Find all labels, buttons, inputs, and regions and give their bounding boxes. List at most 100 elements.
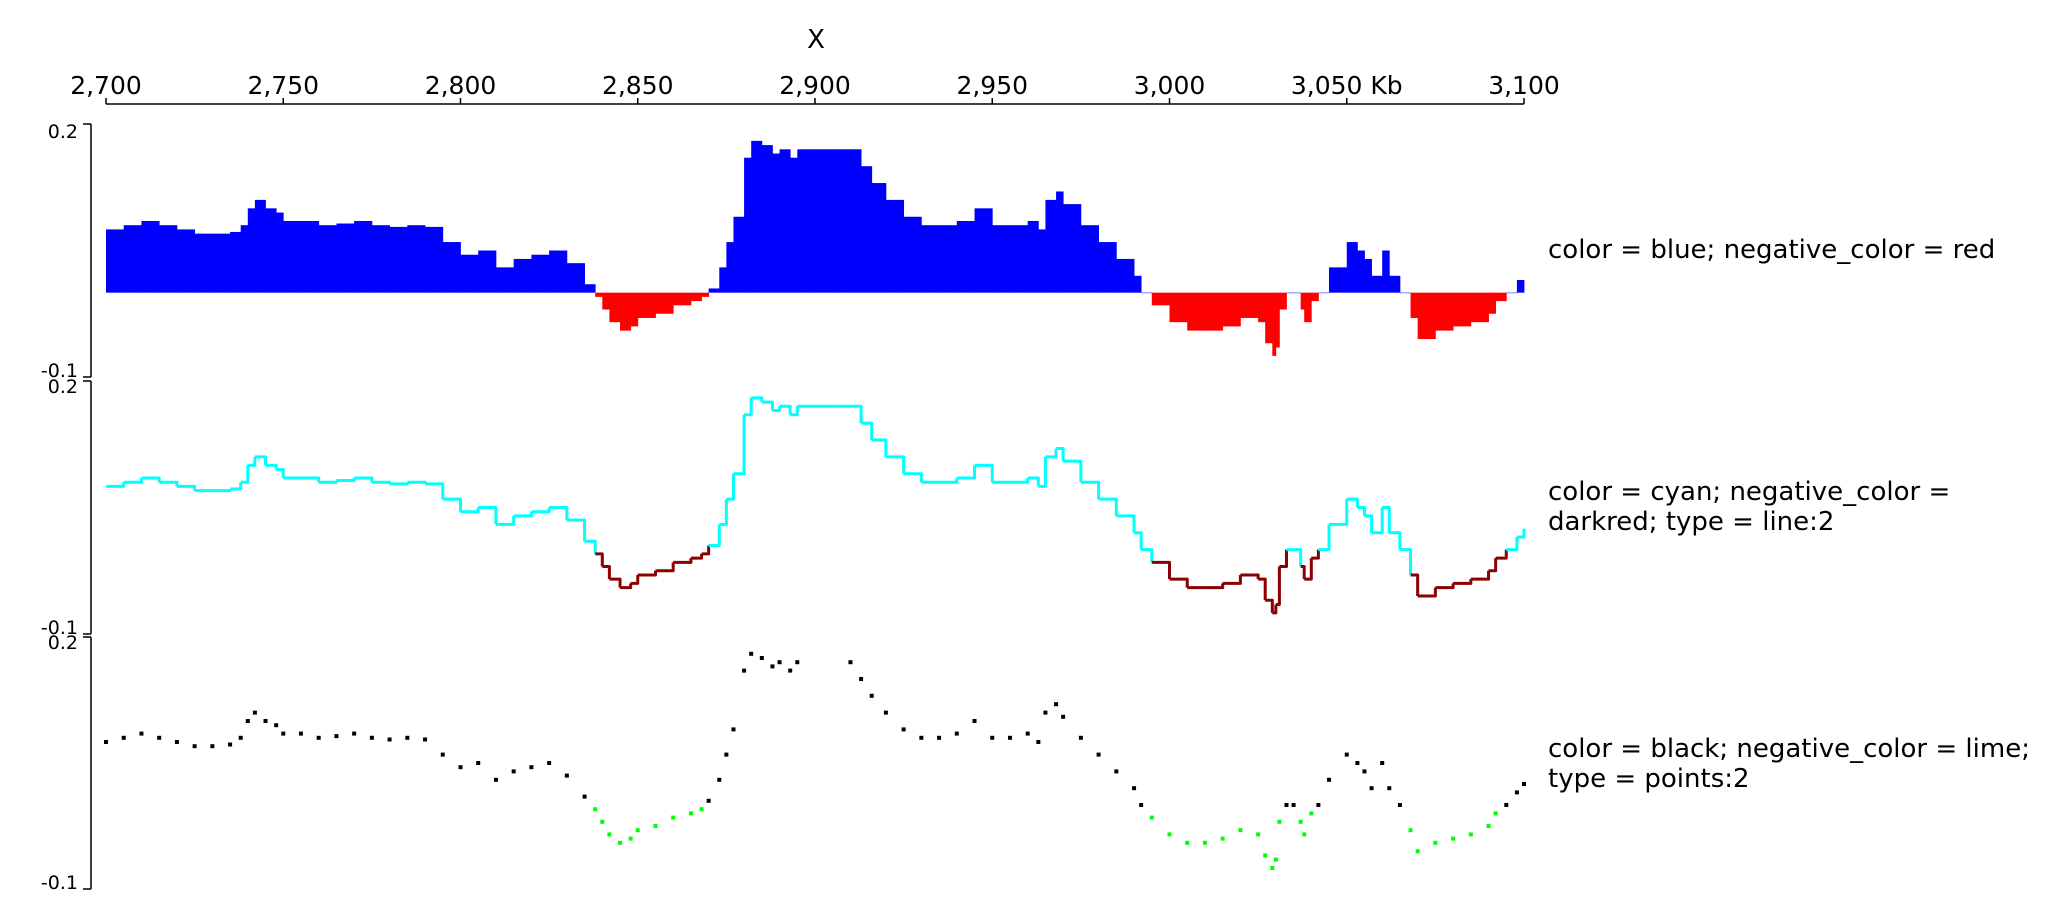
area-bar <box>425 226 444 293</box>
data-point <box>731 727 736 732</box>
track-2-label: color = cyan; negative_color = darkred; … <box>1548 477 1959 537</box>
line-segment <box>318 480 338 484</box>
data-point <box>352 731 357 736</box>
data-point <box>405 735 410 740</box>
line-segment <box>371 480 392 484</box>
data-point <box>210 744 215 749</box>
data-point <box>954 731 959 736</box>
line-segment <box>903 472 923 483</box>
track-2-label-line-1: color = cyan; negative_color = <box>1548 477 1950 507</box>
area-bar <box>1169 292 1188 323</box>
track-1-y-min-label: -0.1 <box>41 360 78 382</box>
data-point <box>770 664 775 669</box>
area-bar <box>1275 292 1280 348</box>
x-tick-label: 2,750 <box>247 71 319 100</box>
line-segment <box>176 484 197 491</box>
area-bar <box>141 220 160 293</box>
x-tick-label: 2,950 <box>956 71 1028 100</box>
area-bar <box>1453 292 1472 327</box>
area-bar <box>460 254 479 293</box>
line-segment <box>1417 587 1437 598</box>
line-segment <box>442 497 462 512</box>
line-segment <box>1265 598 1274 613</box>
area-bar <box>478 250 497 293</box>
area-bar <box>566 263 585 293</box>
data-point <box>1114 769 1119 774</box>
data-point <box>192 744 197 749</box>
line-segment <box>602 565 611 580</box>
track-3-label-line-2: type = points:2 <box>1548 764 1750 794</box>
line-segment <box>1382 506 1391 533</box>
area-bar <box>1141 292 1153 294</box>
line-segment <box>159 480 179 487</box>
area-bar <box>1516 280 1525 293</box>
data-point <box>742 668 747 673</box>
area-bar <box>247 208 256 293</box>
line-segment <box>733 414 746 476</box>
area-bar <box>903 216 922 293</box>
area-bar <box>939 225 958 293</box>
line-segment <box>566 518 587 542</box>
data-point <box>1007 735 1012 740</box>
area-bar <box>176 229 196 293</box>
data-point <box>139 731 144 736</box>
line-segment <box>719 499 728 526</box>
data-point <box>869 693 874 698</box>
line-segment <box>336 477 356 483</box>
area-bar <box>1300 292 1305 310</box>
area-bar <box>1151 292 1170 306</box>
data-point <box>706 798 711 803</box>
area-bar <box>956 220 975 293</box>
line-segment <box>230 482 243 491</box>
line-segment <box>744 397 753 417</box>
track-2-y-min-label: -0.1 <box>41 617 78 639</box>
data-point <box>440 752 445 757</box>
data-point <box>759 656 764 660</box>
data-point <box>1139 803 1144 807</box>
area-bar <box>974 208 993 293</box>
line-segment <box>1009 477 1030 484</box>
data-point <box>1185 840 1190 845</box>
line-segment <box>1346 497 1359 508</box>
area-bar <box>1311 292 1319 302</box>
area-bar <box>885 199 905 293</box>
line-segment <box>1080 480 1101 500</box>
line-segment <box>584 539 597 554</box>
line-segment <box>885 455 906 474</box>
data-point <box>1132 786 1137 791</box>
area-bar <box>620 292 632 331</box>
data-point <box>1202 840 1207 845</box>
area-bar <box>1435 292 1454 331</box>
area-bar <box>797 149 816 293</box>
data-point <box>937 735 942 740</box>
data-point <box>511 769 516 774</box>
data-point <box>281 731 286 736</box>
line-segment <box>389 482 409 486</box>
data-point <box>600 819 605 824</box>
area-bar <box>1056 191 1064 293</box>
track-1-label-line: color = blue; negative_color = red <box>1548 235 1995 265</box>
line-segment <box>407 480 427 484</box>
data-point <box>688 811 693 816</box>
data-point <box>653 824 658 828</box>
area-bar <box>194 233 213 293</box>
x-axis-title: X <box>807 25 825 55</box>
area-bar <box>1279 292 1287 310</box>
area-bar <box>123 225 142 293</box>
data-point <box>245 719 250 723</box>
data-point <box>564 773 569 778</box>
data-point <box>749 651 754 656</box>
area-bar <box>630 292 639 327</box>
data-point <box>717 777 722 782</box>
data-point <box>316 735 321 740</box>
area-bar <box>1038 229 1046 293</box>
line-segment <box>1098 497 1118 516</box>
line-segment <box>1038 456 1047 488</box>
area-bar <box>1265 292 1273 344</box>
area-bar <box>1134 275 1142 293</box>
area-bar <box>159 225 178 293</box>
area-bar <box>744 157 752 293</box>
data-point <box>1504 803 1509 807</box>
area-bar <box>1417 292 1436 340</box>
data-point <box>1486 824 1491 828</box>
